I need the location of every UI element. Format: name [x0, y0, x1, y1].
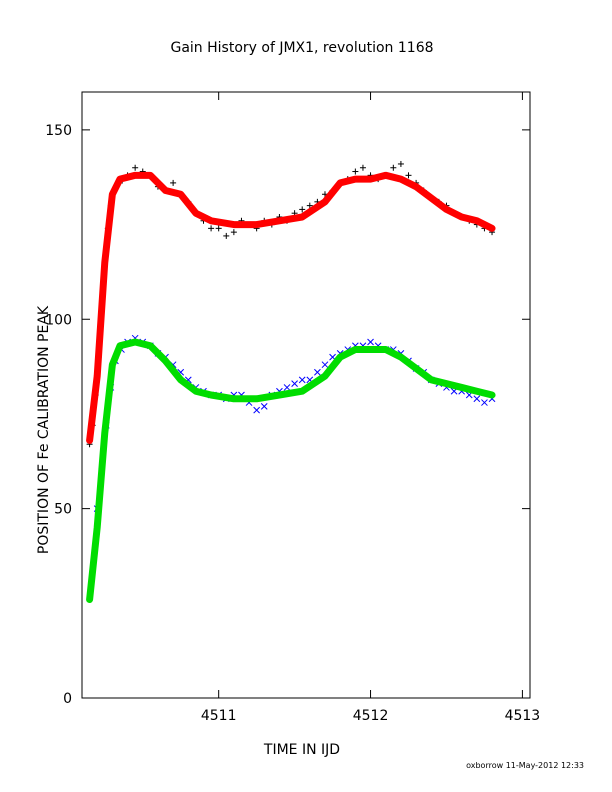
- data-point: [260, 403, 268, 410]
- plot-frame: [81, 91, 531, 699]
- x-tick-label: 4512: [353, 708, 389, 724]
- data-point: [230, 229, 237, 236]
- data-point: [306, 202, 313, 209]
- data-point: [253, 406, 260, 414]
- series-smoothed-lower: [86, 338, 496, 604]
- data-point: [223, 232, 230, 239]
- data-point: [397, 160, 404, 167]
- series-layer: [86, 160, 496, 604]
- data-point: [132, 164, 139, 171]
- y-axis-ticks: 0 50 100 150: [45, 123, 530, 707]
- data-point: [283, 384, 291, 391]
- data-point: [314, 368, 321, 376]
- data-point: [321, 361, 329, 369]
- y-tick-label: 0: [63, 691, 72, 707]
- data-point: [481, 399, 488, 406]
- data-point: [299, 206, 306, 213]
- data-point: [473, 395, 481, 403]
- x-axis-ticks: 4511 4512 4513: [201, 92, 540, 724]
- chart-title: Gain History of JMX1, revolution 1168: [170, 40, 433, 56]
- data-point: [352, 168, 359, 175]
- footer-timestamp: oxborrow 11-May-2012 12:33: [466, 761, 584, 770]
- series-raw-lower: [93, 334, 496, 512]
- data-point: [367, 338, 374, 346]
- y-tick-label: 150: [45, 123, 72, 139]
- y-tick-label: 50: [54, 502, 72, 518]
- x-axis-label: TIME IN IJD: [263, 742, 340, 758]
- data-point: [298, 376, 306, 384]
- data-point: [170, 179, 177, 186]
- x-tick-label: 4513: [505, 708, 541, 724]
- data-point: [405, 172, 412, 179]
- data-point: [359, 164, 366, 171]
- y-tick-label: 100: [45, 312, 72, 328]
- y-axis-label: POSITION OF Fe CALIBRATION PEAK: [36, 305, 52, 554]
- data-point: [208, 225, 215, 232]
- x-tick-label: 4511: [201, 708, 237, 724]
- series-line: [86, 171, 496, 444]
- data-point: [215, 225, 222, 232]
- series-line: [86, 338, 496, 604]
- series-smoothed-upper: [86, 171, 496, 444]
- data-point: [390, 164, 397, 171]
- data-point: [291, 380, 298, 387]
